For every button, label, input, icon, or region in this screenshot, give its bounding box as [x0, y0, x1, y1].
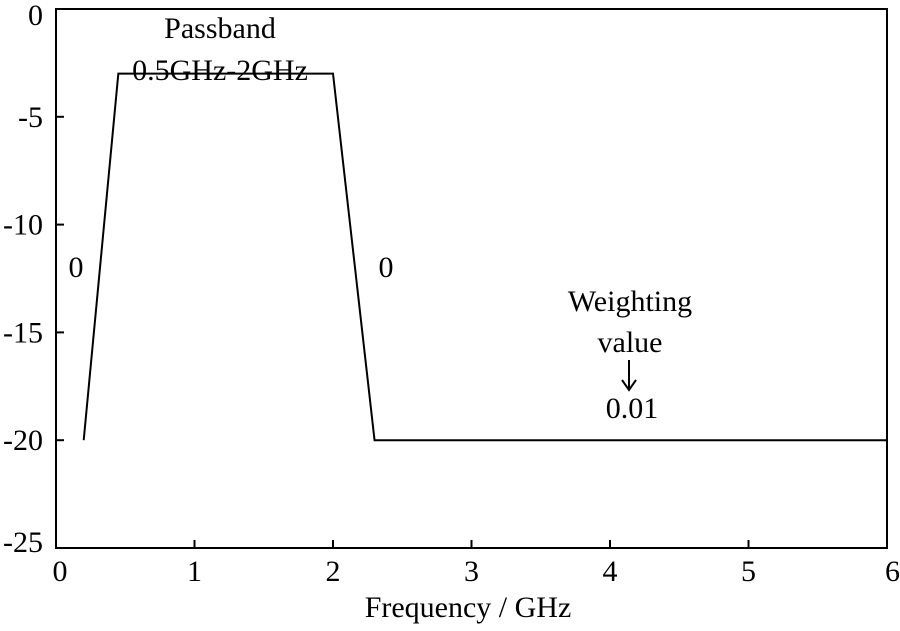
right-slope-weight-label: 0: [379, 251, 394, 284]
x-tick-label: 1: [187, 555, 202, 588]
y-tick-label: -20: [3, 424, 43, 457]
y-tick-label: -25: [3, 526, 43, 559]
x-tick-label: 4: [603, 555, 618, 588]
left-slope-weight-label: 0: [69, 251, 84, 284]
down-arrow-icon: [621, 360, 637, 392]
x-tick-label: 5: [741, 555, 756, 588]
y-tick-label: -15: [3, 316, 43, 349]
x-tick-label: 2: [326, 555, 341, 588]
x-tick-label: 6: [885, 555, 900, 588]
arrow-head: [621, 379, 637, 392]
passband-label: Passband: [164, 12, 276, 45]
y-tick-label: -10: [3, 209, 43, 242]
weighting-value-label: value: [598, 326, 663, 359]
series-line: [82, 72, 887, 442]
plot-frame: [55, 8, 888, 549]
x-tick-label: 3: [464, 555, 479, 588]
y-tick-label: 0: [28, 0, 43, 32]
passband-range-label: 0.5GHz-2GHz: [132, 54, 308, 87]
weighting-number-label: 0.01: [606, 392, 659, 425]
weighting-label: Weighting: [568, 285, 692, 318]
x-tick-label: 0: [53, 555, 68, 588]
ticks-layer: 0 1 2 3 4 5 6 0 -5 -10 -15 -20 -25: [3, 0, 900, 588]
series-layer: [82, 72, 887, 442]
y-tick-label: -5: [18, 101, 43, 134]
x-axis-title: Frequency / GHz: [365, 591, 572, 624]
